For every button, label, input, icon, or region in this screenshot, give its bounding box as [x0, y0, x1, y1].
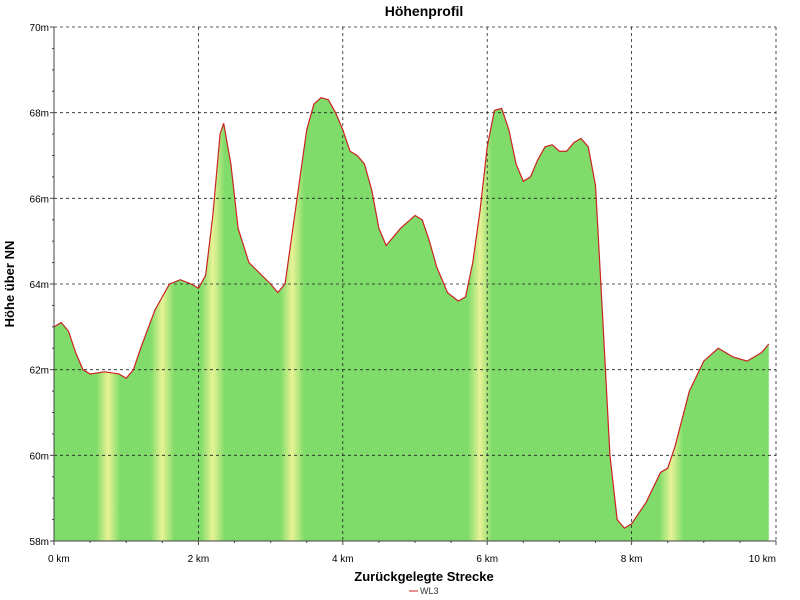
- y-tick-label-2: 62m: [30, 366, 49, 377]
- plot-area: 0 km 2 km 4 km 6 km 8 km 10 km 58m 60m 62m 64m 66…: [30, 23, 777, 565]
- x-tick-label-2: 4 km: [332, 554, 354, 565]
- x-tick-label-4: 8 km: [621, 554, 643, 565]
- y-tick-label-5: 68m: [30, 109, 49, 120]
- x-axis-ticks: 0 km 2 km 4 km 6 km 8 km 10 km: [48, 541, 777, 565]
- y-tick-label-3: 64m: [30, 280, 49, 291]
- y-axis-ticks: 58m 60m 62m 64m 66m 68m 70m: [30, 23, 54, 548]
- series-line-wl3: [53, 97, 770, 529]
- x-tick-label-0: 0 km: [48, 554, 70, 565]
- legend: WL3: [409, 586, 439, 596]
- series-line-group: [53, 97, 770, 529]
- y-tick-label-0: 58m: [30, 537, 49, 548]
- x-tick-label-3: 6 km: [476, 554, 498, 565]
- y-axis-title: Höhe über NN: [2, 241, 17, 328]
- chart-title: Höhenprofil: [385, 3, 464, 19]
- legend-label-wl3: WL3: [420, 586, 439, 596]
- x-tick-label-5: 10 km: [749, 554, 776, 565]
- y-tick-label-4: 66m: [30, 194, 49, 205]
- x-tick-label-1: 2 km: [188, 554, 210, 565]
- y-tick-label-1: 60m: [30, 451, 49, 462]
- y-tick-label-6: 70m: [30, 23, 49, 34]
- area-fill: [54, 97, 769, 542]
- x-axis-title: Zurückgelegte Strecke: [354, 569, 493, 584]
